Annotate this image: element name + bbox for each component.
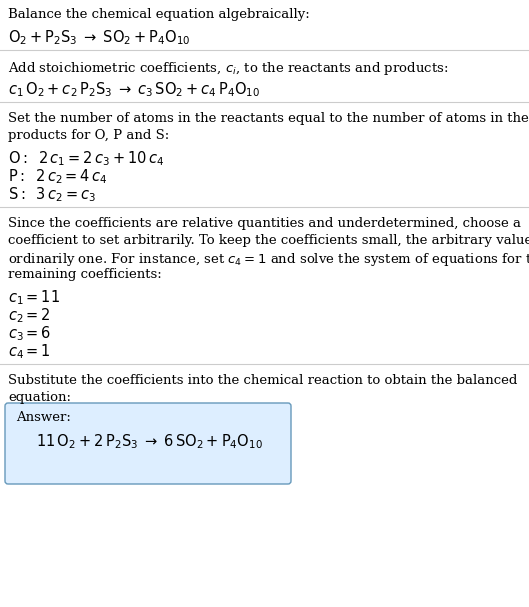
Text: Balance the chemical equation algebraically:: Balance the chemical equation algebraica… bbox=[8, 8, 310, 21]
Text: $c_2 = 2$: $c_2 = 2$ bbox=[8, 306, 51, 325]
Text: Set the number of atoms in the reactants equal to the number of atoms in the: Set the number of atoms in the reactants… bbox=[8, 112, 529, 125]
Text: Substitute the coefficients into the chemical reaction to obtain the balanced: Substitute the coefficients into the che… bbox=[8, 374, 517, 387]
Text: $c_4 = 1$: $c_4 = 1$ bbox=[8, 342, 51, 361]
Text: $\mathrm{P:}\;\; 2\,c_2 = 4\,c_4$: $\mathrm{P:}\;\; 2\,c_2 = 4\,c_4$ bbox=[8, 167, 107, 186]
Text: ordinarily one. For instance, set $c_4 = 1$ and solve the system of equations fo: ordinarily one. For instance, set $c_4 =… bbox=[8, 251, 529, 268]
Text: $\mathrm{S:}\;\; 3\,c_2 = c_3$: $\mathrm{S:}\;\; 3\,c_2 = c_3$ bbox=[8, 185, 96, 204]
Text: $c_3 = 6$: $c_3 = 6$ bbox=[8, 324, 51, 343]
Text: Add stoichiometric coefficients, $c_i$, to the reactants and products:: Add stoichiometric coefficients, $c_i$, … bbox=[8, 60, 449, 77]
Text: $c_1 = 11$: $c_1 = 11$ bbox=[8, 288, 60, 307]
FancyBboxPatch shape bbox=[5, 403, 291, 484]
Text: $c_1\,\mathrm{O_2} + c_2\,\mathrm{P_2S_3} \;\rightarrow\; c_3\,\mathrm{SO_2} + c: $c_1\,\mathrm{O_2} + c_2\,\mathrm{P_2S_3… bbox=[8, 80, 260, 99]
Text: remaining coefficients:: remaining coefficients: bbox=[8, 268, 162, 281]
Text: products for O, P and S:: products for O, P and S: bbox=[8, 129, 169, 142]
Text: $11\,\mathrm{O_2} + 2\,\mathrm{P_2S_3} \;\rightarrow\; 6\,\mathrm{SO_2} + \mathr: $11\,\mathrm{O_2} + 2\,\mathrm{P_2S_3} \… bbox=[36, 432, 263, 451]
Text: $\mathrm{O:}\;\; 2\,c_1 = 2\,c_3 + 10\,c_4$: $\mathrm{O:}\;\; 2\,c_1 = 2\,c_3 + 10\,c… bbox=[8, 149, 165, 168]
Text: Answer:: Answer: bbox=[16, 411, 71, 424]
Text: coefficient to set arbitrarily. To keep the coefficients small, the arbitrary va: coefficient to set arbitrarily. To keep … bbox=[8, 234, 529, 247]
Text: equation:: equation: bbox=[8, 391, 71, 404]
Text: $\mathrm{O_2 + P_2S_3 \;\rightarrow\; SO_2 + P_4O_{10}}$: $\mathrm{O_2 + P_2S_3 \;\rightarrow\; SO… bbox=[8, 28, 190, 47]
Text: Since the coefficients are relative quantities and underdetermined, choose a: Since the coefficients are relative quan… bbox=[8, 217, 521, 230]
